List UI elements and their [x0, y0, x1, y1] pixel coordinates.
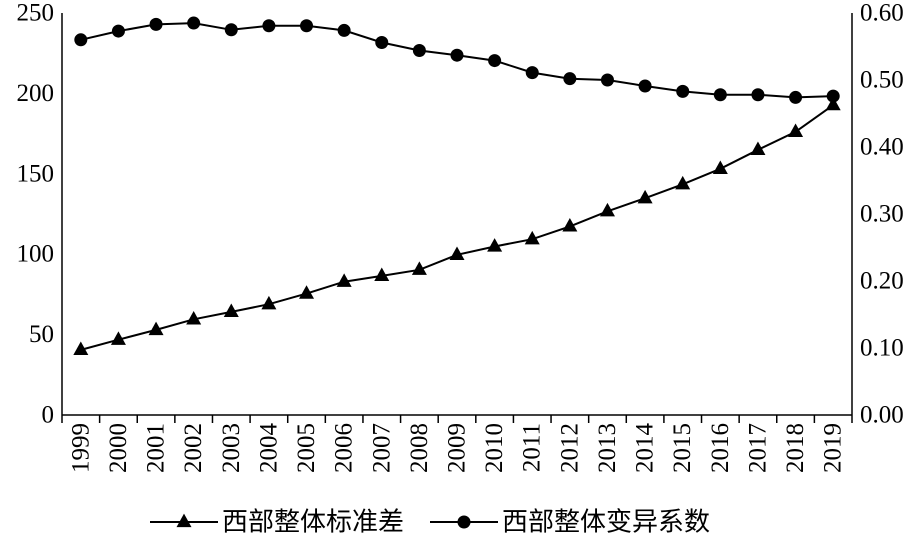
x-tick-label: 2000	[105, 423, 132, 473]
right-tick-label: 0.60	[860, 0, 904, 27]
legend-triangle-icon	[176, 513, 192, 528]
triangle-point	[599, 202, 615, 217]
circle-point	[337, 23, 351, 37]
right-tick-label: 0.40	[860, 134, 904, 161]
circle-point	[676, 84, 690, 98]
circle-point	[149, 17, 163, 31]
right-y-axis: 0.00 0.10 0.20 0.30 0.40 0.50 0.60	[860, 0, 904, 429]
circle-point	[74, 33, 88, 47]
triangle-point	[73, 341, 89, 356]
triangle-point	[637, 189, 653, 204]
x-tick-label: 2005	[293, 423, 320, 473]
circle-point	[751, 88, 765, 102]
triangle-point	[750, 141, 766, 155]
triangle-point	[675, 175, 691, 190]
circle-point	[826, 89, 840, 103]
circle-point	[300, 19, 314, 33]
x-tick-label: 2002	[180, 423, 207, 473]
triangle-point	[524, 230, 540, 245]
legend-label-1: 西部整体标准差	[222, 508, 404, 537]
x-tick-label: 2004	[255, 423, 282, 474]
x-tick-label: 2017	[744, 423, 771, 473]
x-tick-label: 1999	[67, 423, 94, 473]
triangle-point	[487, 238, 503, 252]
triangle-point	[374, 267, 390, 282]
triangle-point	[223, 303, 239, 318]
circle-point	[412, 44, 426, 58]
legend-circle-icon	[457, 515, 471, 529]
left-tick-label: 150	[17, 160, 55, 187]
circle-point	[224, 23, 238, 37]
x-tick-label: 2012	[556, 423, 583, 473]
circle-point	[111, 24, 125, 38]
triangle-point	[712, 160, 728, 174]
triangle-point	[788, 123, 804, 137]
x-tick-label: 2010	[481, 423, 508, 473]
circle-point	[789, 90, 803, 104]
circle-point	[563, 72, 577, 86]
x-tick-label: 2016	[707, 423, 734, 473]
right-tick-label: 0.50	[860, 67, 904, 94]
x-tick-label: 2006	[331, 423, 358, 473]
triangle-point	[299, 285, 315, 299]
circle-point	[600, 73, 614, 87]
x-tick-label: 2013	[594, 423, 621, 473]
triangle-point	[336, 273, 352, 287]
left-tick-label: 50	[29, 321, 54, 348]
x-tick-label: 2018	[782, 423, 809, 473]
circle-point	[375, 35, 389, 49]
chart-legend: 西部整体标准差 西部整体变异系数	[150, 508, 710, 537]
x-tick-label: 2003	[218, 423, 245, 473]
series-markers	[73, 16, 841, 356]
triangle-point	[148, 321, 164, 336]
triangle-point	[261, 295, 277, 310]
right-tick-label: 0.30	[860, 201, 904, 228]
triangle-point	[411, 261, 427, 275]
x-tick-label: 2007	[368, 423, 395, 473]
left-tick-label: 200	[17, 80, 55, 107]
right-tick-label: 0.20	[860, 268, 904, 295]
right-tick-label: 0.10	[860, 335, 904, 362]
circle-point	[262, 19, 276, 33]
left-y-axis: 0 50 100 150 200 250	[17, 0, 55, 429]
circle-point	[488, 54, 502, 68]
chart-axes	[61, 13, 853, 416]
circle-point	[713, 88, 727, 102]
x-tick-label: 2019	[820, 423, 847, 473]
triangle-point	[562, 218, 578, 232]
x-tick-label: 2011	[519, 423, 546, 472]
triangle-point	[110, 331, 126, 345]
triangle-point	[825, 96, 841, 111]
triangle-point	[186, 310, 202, 325]
x-axis: 1999 2000 2001 2002 2003 2004 2005 2006 2007 2008…	[61, 415, 853, 474]
left-tick-label: 100	[17, 241, 55, 268]
legend-label-2: 西部整体变异系数	[502, 508, 710, 537]
x-tick-label: 2015	[669, 423, 696, 473]
triangle-point	[449, 246, 465, 260]
circle-point	[187, 16, 201, 30]
left-tick-label: 0	[42, 402, 55, 429]
left-tick-label: 250	[17, 0, 55, 27]
x-tick-label: 2014	[632, 423, 659, 474]
circle-point	[638, 79, 652, 93]
circle-point	[525, 66, 539, 80]
x-tick-label: 2008	[406, 423, 433, 473]
circle-point	[450, 48, 464, 62]
x-tick-label: 2001	[143, 423, 170, 473]
x-tick-label: 2009	[444, 423, 471, 473]
right-tick-label: 0.00	[860, 402, 904, 429]
series-lines	[80, 22, 834, 351]
